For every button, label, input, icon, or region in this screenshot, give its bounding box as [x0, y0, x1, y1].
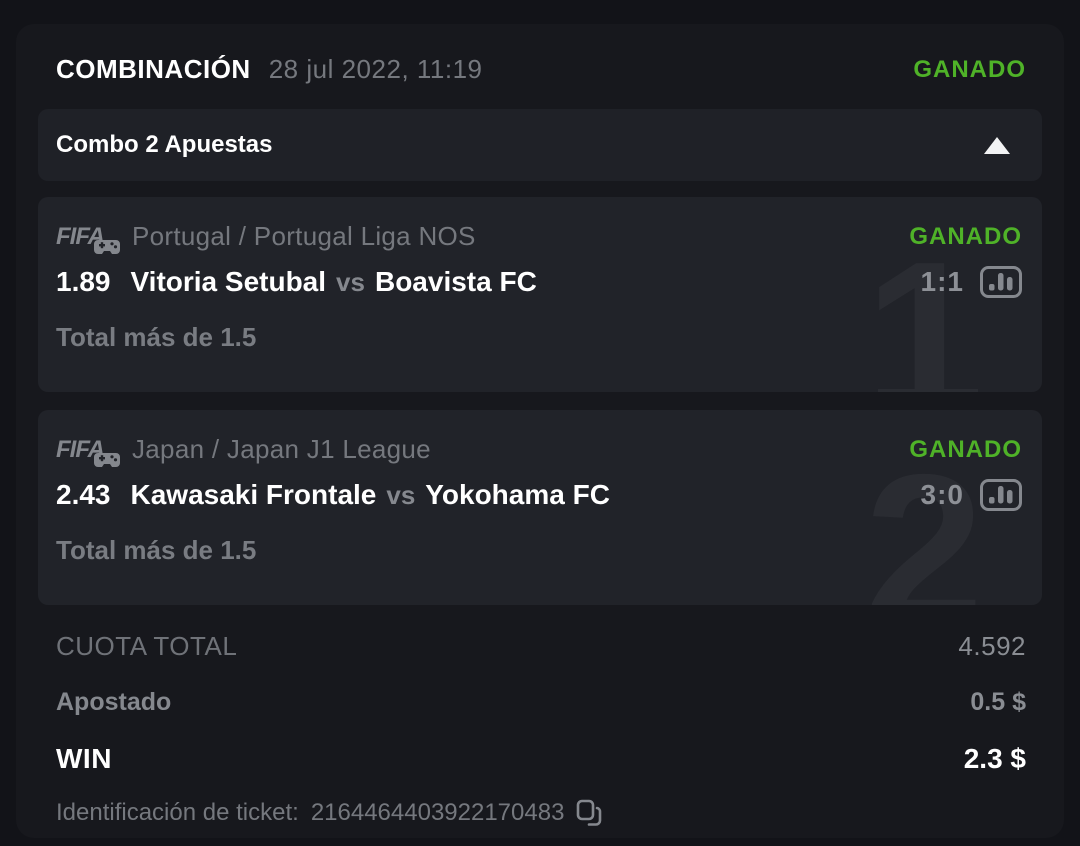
bet-card-2: 2 FIFA Japan / Japan J1 League GANADO 2.… — [38, 410, 1042, 605]
total-odds-value: 4.592 — [958, 631, 1026, 661]
ticket-id-label: Identificación de ticket: — [56, 799, 299, 826]
away-team: Yokohama FC — [425, 479, 610, 510]
bet-card-1: 1 FIFA Portugal / Portugal Liga NOS GANA… — [38, 197, 1042, 392]
bar-chart-icon — [980, 266, 1022, 298]
bet-odds: 1.89 — [56, 266, 111, 297]
match-stats-button[interactable] — [980, 266, 1022, 298]
away-team: Boavista FC — [374, 266, 537, 297]
match-score: 1:1 — [920, 266, 964, 297]
match-score: 3:0 — [920, 479, 964, 510]
ticket-status-badge: GANADO — [913, 55, 1026, 83]
home-team: Kawasaki Frontale — [130, 479, 377, 510]
copy-ticket-id-button[interactable] — [576, 799, 602, 827]
gamepad-icon — [94, 452, 120, 467]
league-name: Japan / Japan J1 League — [132, 434, 431, 464]
bet-market: Total más de 1.5 — [56, 535, 257, 565]
ticket-header: COMBINACIÓN 28 jul 2022, 11:19 GANADO — [16, 24, 1064, 109]
vs-label: vs — [386, 479, 416, 510]
league-name: Portugal / Portugal Liga NOS — [132, 221, 476, 251]
bet-ticket-card: COMBINACIÓN 28 jul 2022, 11:19 GANADO Co… — [16, 24, 1064, 838]
ticket-summary: CUOTA TOTAL 4.592 Apostado 0.5 $ WIN 2.3… — [16, 623, 1064, 827]
bet-market: Total más de 1.5 — [56, 322, 257, 352]
vs-label: vs — [336, 266, 365, 297]
stake-value: 0.5 $ — [970, 688, 1026, 716]
home-team: Vitoria Setubal — [130, 266, 327, 297]
bet-odds: 2.43 — [56, 479, 111, 510]
gamepad-icon — [94, 239, 120, 254]
copy-icon — [577, 799, 602, 826]
total-odds-label: CUOTA TOTAL — [56, 631, 238, 661]
combo-label: Combo 2 Apuestas — [56, 131, 273, 158]
combo-collapse-bar[interactable]: Combo 2 Apuestas — [38, 109, 1042, 181]
bet-status-badge: GANADO — [909, 222, 1022, 250]
ticket-date: 28 jul 2022, 11:19 — [268, 54, 483, 84]
win-label: WIN — [56, 743, 112, 774]
bet-status-badge: GANADO — [909, 435, 1022, 463]
stake-label: Apostado — [56, 688, 172, 716]
triangle-up-icon[interactable] — [984, 136, 1010, 154]
ticket-id-value: 2164464403922170483 — [310, 799, 565, 826]
ticket-type-title: COMBINACIÓN — [56, 54, 251, 84]
match-stats-button[interactable] — [980, 479, 1022, 511]
bar-chart-icon — [980, 479, 1022, 511]
fifa-icon: FIFA — [56, 224, 120, 254]
ticket-id-row: Identificación de ticket: 21644644039221… — [56, 799, 1026, 827]
fifa-icon: FIFA — [56, 437, 120, 467]
win-value: 2.3 $ — [963, 743, 1026, 774]
